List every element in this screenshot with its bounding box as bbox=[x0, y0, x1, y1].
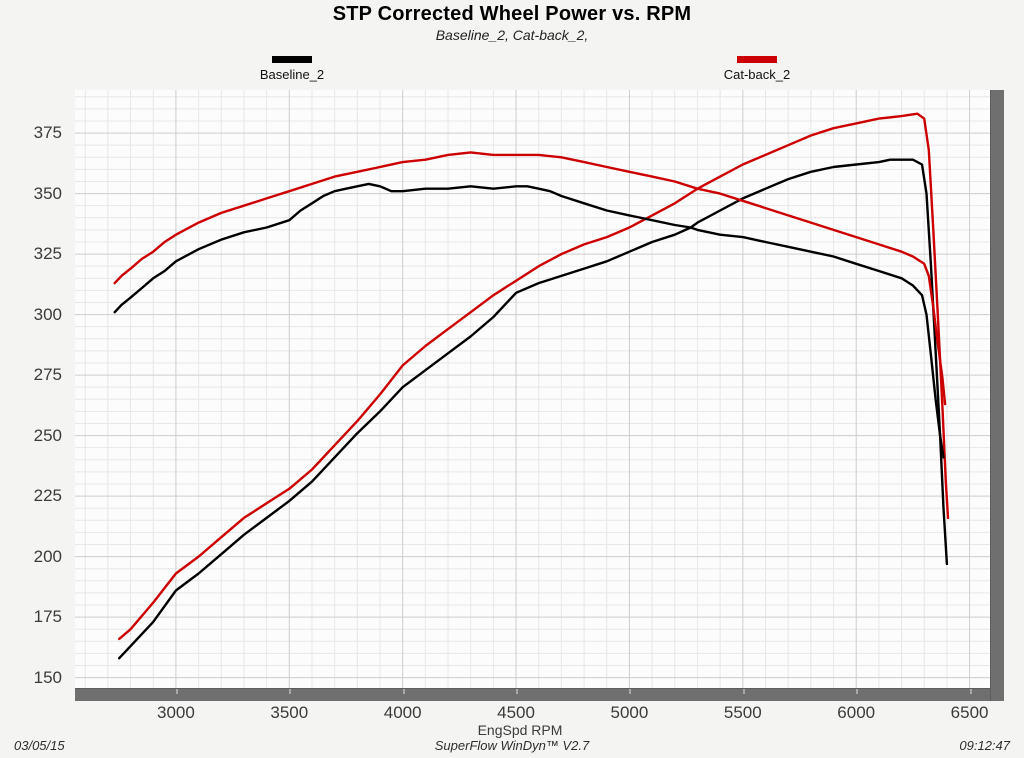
x-axis-tick-notch bbox=[856, 689, 859, 694]
x-axis-tick-notch bbox=[516, 689, 519, 694]
x-axis-title: EngSpd RPM bbox=[477, 722, 563, 738]
legend-swatch-baseline bbox=[272, 56, 312, 63]
y-tick-label: 325 bbox=[33, 244, 62, 264]
chart-subtitle: Baseline_2, Cat-back_2, bbox=[435, 27, 589, 43]
series-baseline-2-second-trace- bbox=[113, 182, 945, 459]
y-tick-label: 275 bbox=[33, 365, 62, 385]
plot-svg bbox=[75, 90, 990, 688]
legend-label-baseline: Baseline_2 bbox=[259, 67, 325, 82]
y-tick-label: 250 bbox=[33, 425, 62, 445]
series-cat-back-2-power-curve- bbox=[118, 112, 950, 641]
chart-title: STP Corrected Wheel Power vs. RPM bbox=[332, 3, 692, 25]
legend-item-catback: Cat-back_2 bbox=[697, 56, 817, 82]
y-tick-label: 350 bbox=[33, 183, 62, 203]
x-axis-tick-notch bbox=[969, 689, 972, 694]
y-tick-label: 200 bbox=[33, 546, 62, 566]
y-tick-label: 375 bbox=[33, 123, 62, 143]
footer-app-version: SuperFlow WinDyn™ V2.7 bbox=[434, 738, 590, 753]
x-tick-label: 6000 bbox=[837, 703, 876, 722]
footer-time: 09:12:47 bbox=[959, 738, 1010, 753]
x-tick-label: 5500 bbox=[723, 703, 762, 722]
x-axis-bar bbox=[75, 688, 1004, 701]
right-axis-bar bbox=[990, 90, 1004, 701]
x-tick-label: 3000 bbox=[156, 703, 195, 722]
x-axis-tick-notch bbox=[742, 689, 745, 694]
footer-date: 03/05/15 bbox=[14, 738, 65, 753]
x-tick-label: 6500 bbox=[950, 703, 989, 722]
x-axis-tick-notch bbox=[175, 689, 178, 694]
x-axis-tick-notch bbox=[402, 689, 405, 694]
x-axis-tick-notch bbox=[629, 689, 632, 694]
y-tick-label: 175 bbox=[33, 607, 62, 627]
x-tick-label: 5000 bbox=[610, 703, 649, 722]
x-tick-label: 4000 bbox=[383, 703, 422, 722]
plot-area bbox=[75, 90, 990, 688]
y-tick-label: 300 bbox=[33, 304, 62, 324]
x-tick-label: 3500 bbox=[270, 703, 309, 722]
series-cat-back-2-second-trace- bbox=[113, 151, 947, 406]
y-tick-label: 150 bbox=[33, 667, 62, 687]
x-axis-tick-notch bbox=[289, 689, 292, 694]
x-tick-label: 4500 bbox=[497, 703, 535, 722]
y-tick-label: 225 bbox=[33, 486, 62, 506]
legend-swatch-catback bbox=[737, 56, 777, 63]
legend-item-baseline: Baseline_2 bbox=[232, 56, 352, 82]
legend-label-catback: Cat-back_2 bbox=[723, 67, 791, 82]
series-baseline-2-power-curve- bbox=[118, 158, 949, 660]
